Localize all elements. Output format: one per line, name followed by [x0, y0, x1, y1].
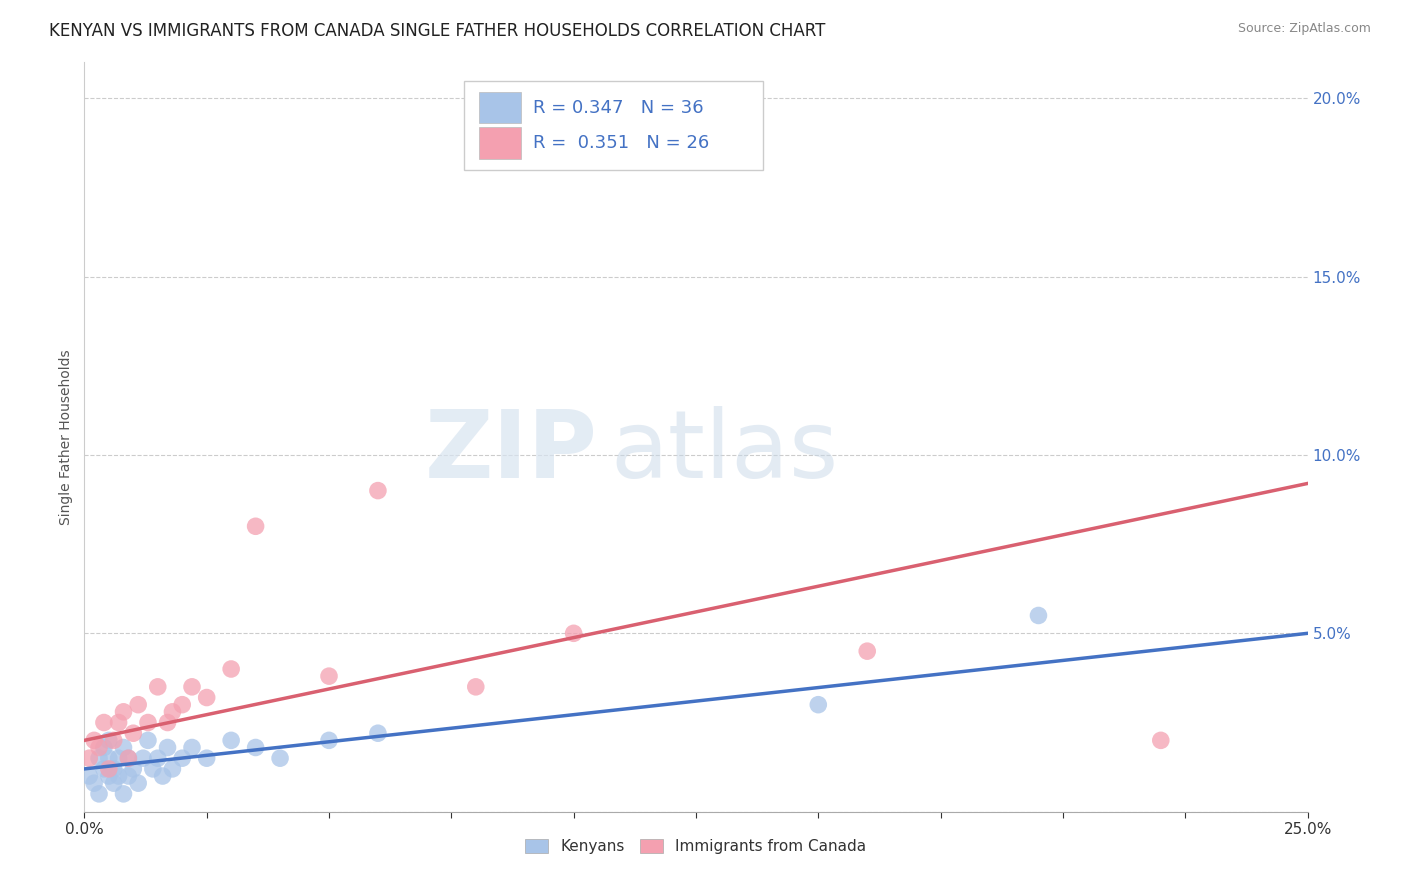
Point — [181, 740, 204, 755]
Point — [269, 751, 291, 765]
Point — [112, 787, 135, 801]
Point — [87, 740, 110, 755]
Point — [172, 751, 194, 765]
Point — [107, 769, 129, 783]
Point — [87, 787, 110, 801]
Point — [93, 762, 115, 776]
Text: Source: ZipAtlas.com: Source: ZipAtlas.com — [1237, 22, 1371, 36]
Point — [107, 715, 129, 730]
Point — [107, 751, 129, 765]
Point — [181, 680, 204, 694]
Point — [136, 733, 159, 747]
Point — [245, 519, 267, 533]
Point — [245, 740, 267, 755]
Point — [146, 751, 169, 765]
Point — [172, 698, 194, 712]
Point — [152, 769, 174, 783]
Point — [97, 751, 120, 765]
Point — [219, 733, 242, 747]
Text: atlas: atlas — [610, 406, 838, 498]
Point — [127, 698, 149, 712]
Point — [122, 762, 145, 776]
Point — [97, 769, 120, 783]
Point — [162, 705, 184, 719]
Point — [162, 762, 184, 776]
Point — [83, 776, 105, 790]
Point — [87, 751, 110, 765]
Point — [464, 680, 486, 694]
Point — [142, 762, 165, 776]
FancyBboxPatch shape — [479, 128, 522, 159]
Point — [856, 644, 879, 658]
Point — [219, 662, 242, 676]
Point — [146, 680, 169, 694]
Point — [93, 740, 115, 755]
Text: KENYAN VS IMMIGRANTS FROM CANADA SINGLE FATHER HOUSEHOLDS CORRELATION CHART: KENYAN VS IMMIGRANTS FROM CANADA SINGLE … — [49, 22, 825, 40]
Point — [77, 751, 100, 765]
Y-axis label: Single Father Households: Single Father Households — [59, 350, 73, 524]
Point — [83, 733, 105, 747]
Point — [117, 751, 139, 765]
Point — [127, 776, 149, 790]
Point — [318, 669, 340, 683]
Point — [77, 769, 100, 783]
Point — [195, 690, 218, 705]
Point — [807, 698, 830, 712]
Text: R = 0.347   N = 36: R = 0.347 N = 36 — [533, 99, 704, 117]
Point — [136, 715, 159, 730]
Point — [117, 751, 139, 765]
Text: ZIP: ZIP — [425, 406, 598, 498]
Point — [156, 740, 179, 755]
Point — [122, 726, 145, 740]
FancyBboxPatch shape — [464, 81, 763, 169]
Point — [117, 769, 139, 783]
Point — [562, 626, 585, 640]
Point — [112, 740, 135, 755]
Text: R =  0.351   N = 26: R = 0.351 N = 26 — [533, 134, 710, 153]
Point — [1150, 733, 1173, 747]
Point — [367, 726, 389, 740]
Point — [103, 733, 125, 747]
Point — [318, 733, 340, 747]
Point — [112, 705, 135, 719]
Point — [97, 733, 120, 747]
Legend: Kenyans, Immigrants from Canada: Kenyans, Immigrants from Canada — [519, 833, 873, 860]
Point — [103, 762, 125, 776]
Point — [156, 715, 179, 730]
Point — [132, 751, 155, 765]
Point — [97, 762, 120, 776]
FancyBboxPatch shape — [479, 92, 522, 123]
Point — [195, 751, 218, 765]
Point — [1028, 608, 1050, 623]
Point — [103, 776, 125, 790]
Point — [93, 715, 115, 730]
Point — [367, 483, 389, 498]
